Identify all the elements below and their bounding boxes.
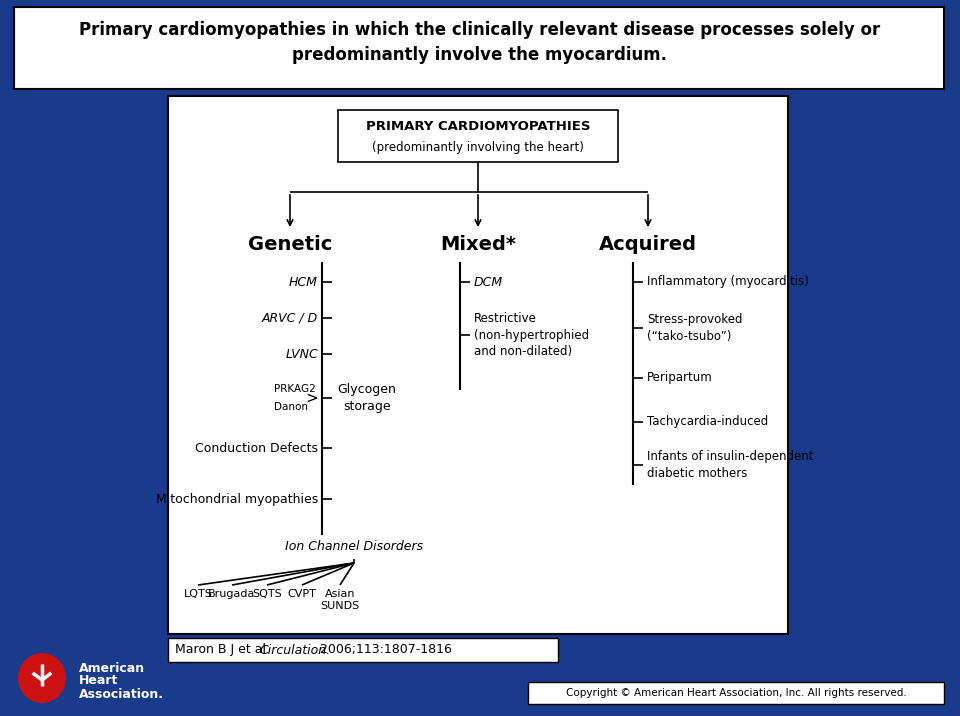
Text: Stress-provoked
(“tako-tsubo”): Stress-provoked (“tako-tsubo”) [647,314,742,343]
Text: (predominantly involving the heart): (predominantly involving the heart) [372,140,584,153]
Text: SQTS: SQTS [252,589,282,599]
Bar [528,682,944,704]
Bar [14,650,162,702]
Text: LVNC: LVNC [285,347,318,360]
Text: predominantly involve the myocardium.: predominantly involve the myocardium. [293,46,667,64]
Text: Genetic: Genetic [248,235,332,253]
Text: Association.: Association. [79,687,164,700]
Bar [168,638,558,662]
Text: Conduction Defects: Conduction Defects [195,442,318,455]
Text: PRIMARY CARDIOMYOPATHIES: PRIMARY CARDIOMYOPATHIES [366,120,590,133]
Text: SUNDS: SUNDS [321,601,360,611]
Text: LQTS: LQTS [183,589,212,599]
Text: Danon: Danon [274,402,308,412]
Text: Restrictive
(non-hypertrophied
and non-dilated): Restrictive (non-hypertrophied and non-d… [474,311,589,359]
Bar [338,110,618,162]
Text: PRKAG2: PRKAG2 [274,384,316,394]
Text: Circulation.: Circulation. [259,644,330,657]
Text: ARVC / D: ARVC / D [262,311,318,324]
Bar [14,7,944,89]
Text: Mitochondrial myopathies: Mitochondrial myopathies [156,493,318,505]
Text: Infants of insulin-dependent
diabetic mothers: Infants of insulin-dependent diabetic mo… [647,450,813,480]
Text: Ion Channel Disorders: Ion Channel Disorders [285,539,423,553]
Text: CVPT: CVPT [288,589,317,599]
Text: Maron B J et al.: Maron B J et al. [175,644,274,657]
Text: HCM: HCM [289,276,318,289]
Text: American: American [79,662,145,674]
Text: Heart: Heart [79,674,118,687]
Text: Glycogen
storage: Glycogen storage [338,383,396,413]
Text: Tachycardia-induced: Tachycardia-induced [647,415,768,428]
Text: Copyright © American Heart Association, Inc. All rights reserved.: Copyright © American Heart Association, … [565,688,906,698]
Text: Peripartum: Peripartum [647,372,712,384]
Text: DCM: DCM [474,276,503,289]
Text: >: > [305,390,319,405]
Bar [168,96,788,634]
Text: Acquired: Acquired [599,235,697,253]
Text: Primary cardiomyopathies in which the clinically relevant disease processes sole: Primary cardiomyopathies in which the cl… [80,21,880,39]
Text: Mixed*: Mixed* [440,235,516,253]
Text: Brugada: Brugada [208,589,255,599]
Text: Inflammatory (myocarditis): Inflammatory (myocarditis) [647,276,809,289]
Text: 2006;113:1807-1816: 2006;113:1807-1816 [316,644,452,657]
Ellipse shape [18,653,66,703]
Text: Asian: Asian [324,589,355,599]
